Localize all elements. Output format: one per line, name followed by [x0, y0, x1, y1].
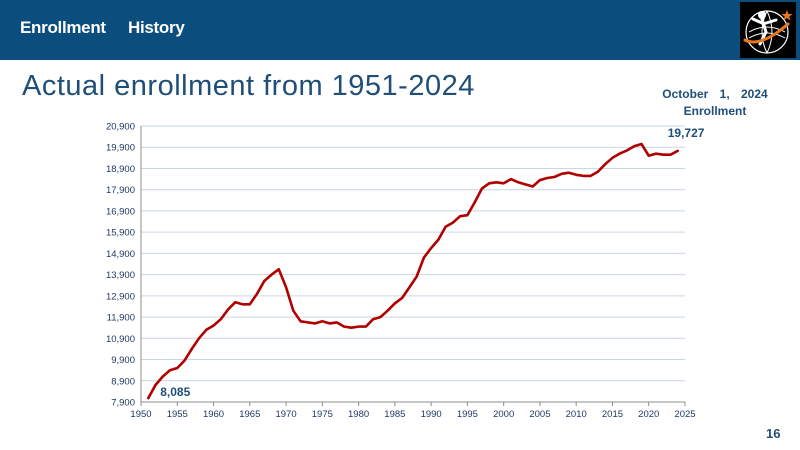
enrollment-date: October 1, 2024	[662, 87, 768, 101]
x-tick-label: 1960	[203, 409, 224, 420]
x-tick-label: 2000	[493, 409, 514, 420]
x-tick-label: 1975	[312, 409, 333, 420]
data-label: 8,085	[160, 385, 190, 399]
x-tick-label: 2005	[529, 409, 550, 420]
institution-logo-icon	[740, 2, 796, 58]
y-tick-label: 14,900	[106, 249, 135, 260]
y-tick-label: 7,900	[111, 398, 135, 409]
chart-series	[147, 142, 680, 400]
y-tick-label: 17,900	[106, 185, 135, 196]
chart-axes: 7,900 8,900 9,900 10,900 11,900 12,900 13,900 1…	[106, 122, 696, 421]
y-tick-label: 11,900	[107, 313, 135, 324]
slide-title: Actual enrollment from 1951-2024	[22, 70, 475, 102]
header-bar: Enrollment History	[0, 0, 800, 60]
y-tick-label: 19,900	[106, 143, 135, 154]
x-tick-label: 2025	[674, 409, 695, 420]
x-tick-label: 1980	[348, 409, 369, 420]
y-tick-label: 20,900	[106, 122, 135, 133]
x-tick-label: 2020	[638, 409, 659, 420]
nav-enrollment[interactable]: Enrollment	[20, 18, 106, 37]
x-tick-label: 1965	[239, 409, 260, 420]
x-tick-label: 1950	[130, 409, 151, 420]
y-tick-label: 15,900	[106, 228, 135, 239]
y-tick-label: 16,900	[106, 206, 135, 217]
enrollment-caption: Enrollment	[683, 104, 747, 118]
page-number: 16	[766, 426, 781, 441]
x-tick-label: 1985	[384, 409, 405, 420]
y-tick-label: 10,900	[106, 334, 135, 345]
data-label: 19,727	[668, 126, 705, 140]
x-tick-label: 2015	[602, 409, 623, 420]
y-tick-label: 9,900	[111, 355, 135, 366]
chart-gridlines	[141, 125, 685, 382]
x-tick-label: 1995	[457, 409, 478, 420]
enrollment-series-line	[147, 142, 680, 400]
y-tick-label: 13,900	[106, 270, 135, 281]
x-tick-label: 2010	[566, 409, 587, 420]
x-tick-label: 1955	[167, 409, 188, 420]
x-tick-label: 1970	[275, 409, 296, 420]
enrollment-callout: October 1, 2024 Enrollment	[656, 86, 774, 120]
y-tick-label: 18,900	[106, 164, 135, 175]
x-tick-label: 1990	[421, 409, 442, 420]
y-tick-label: 12,900	[106, 291, 135, 302]
y-tick-label: 8,900	[111, 376, 135, 387]
nav-history[interactable]: History	[128, 18, 185, 37]
chart-labels: 8,085 19,727	[160, 126, 705, 399]
